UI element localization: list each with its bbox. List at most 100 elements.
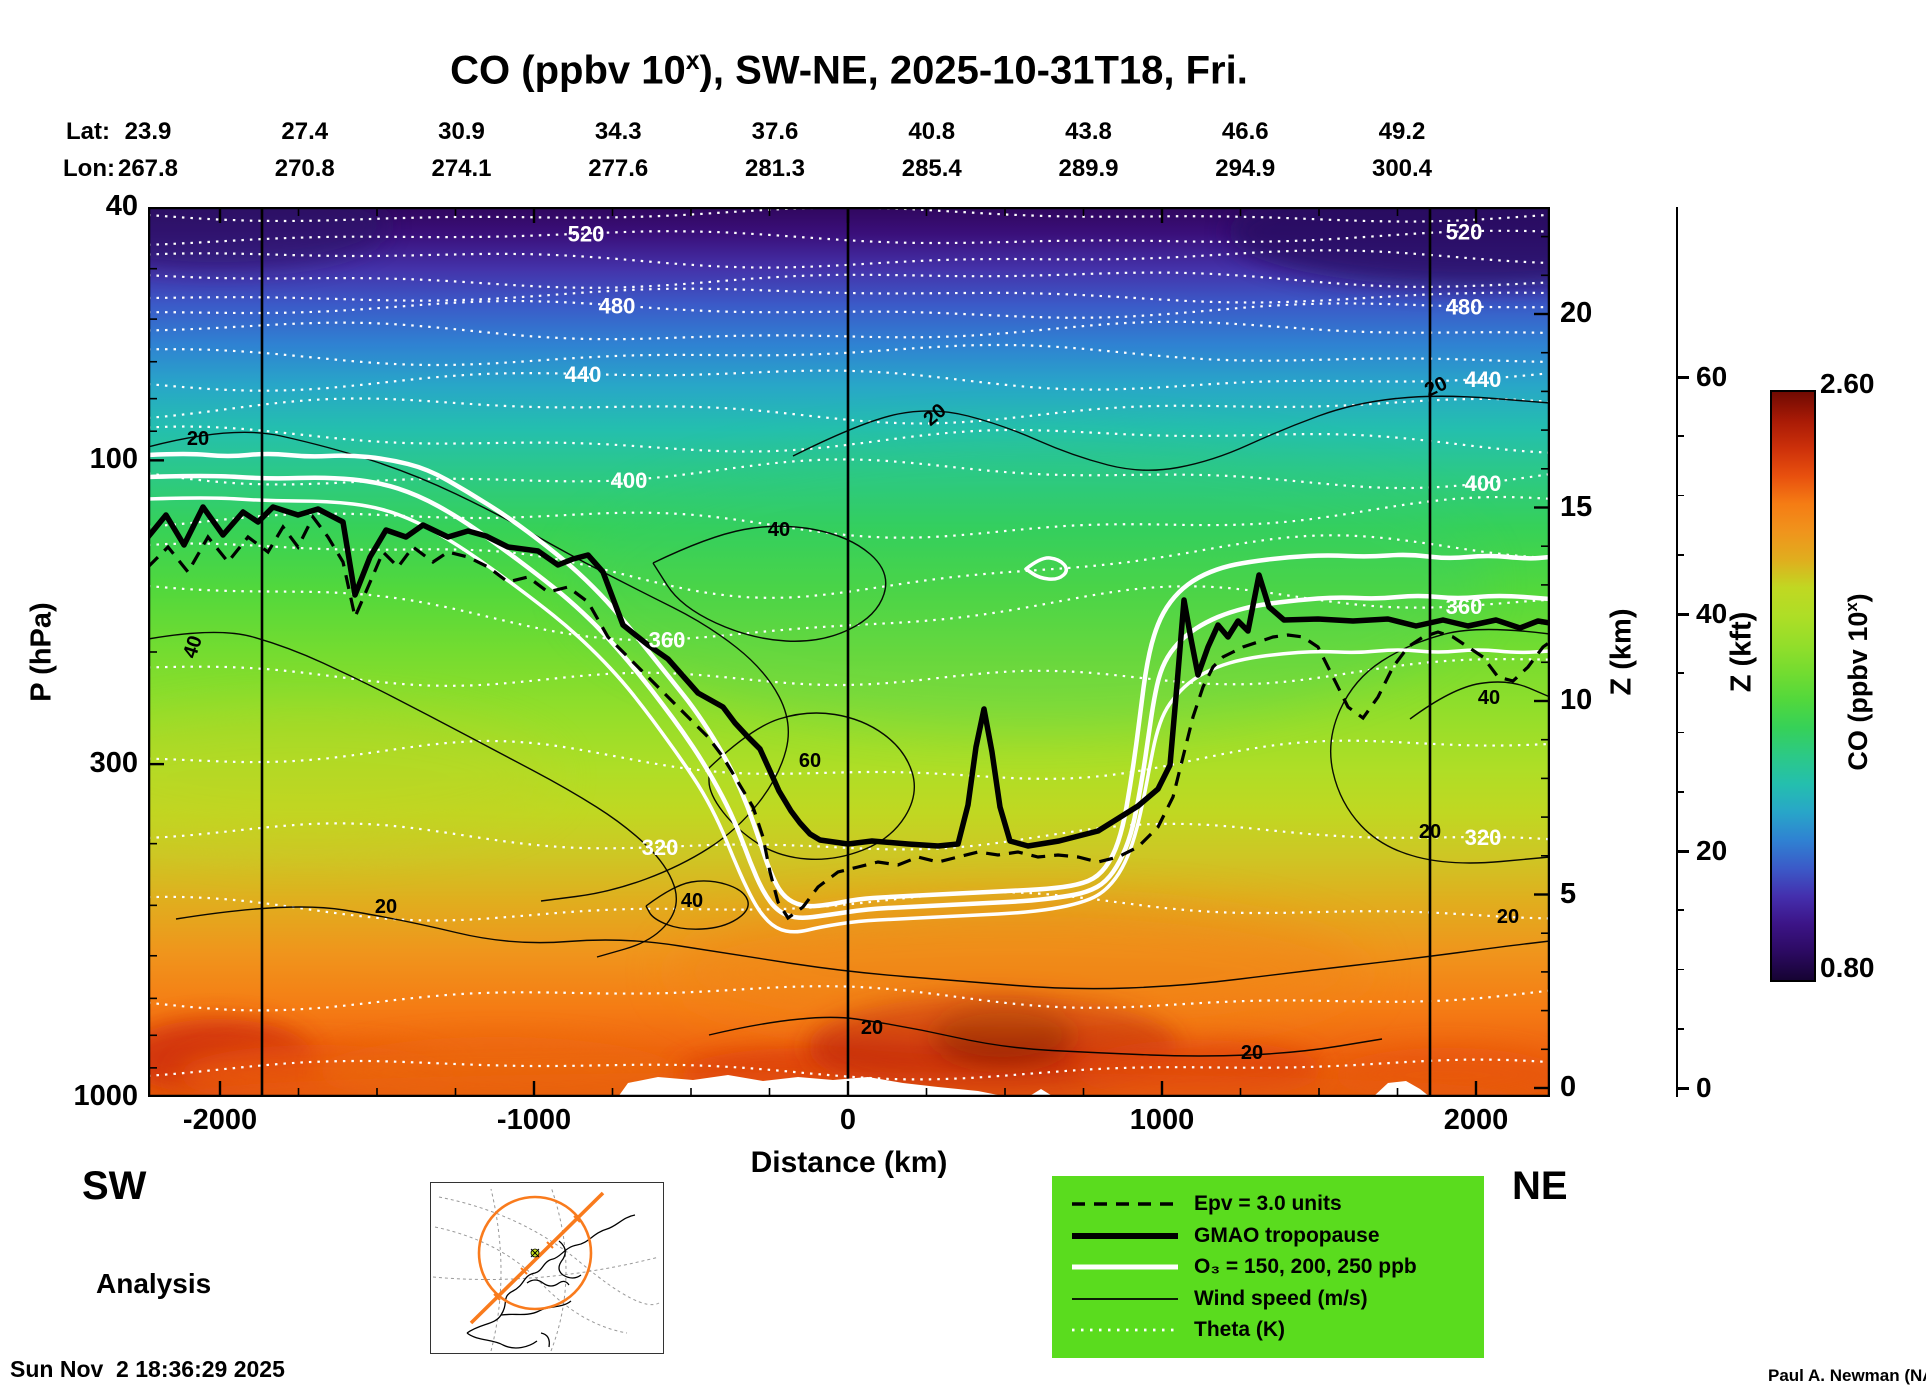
colorbar-max-label: 2.60	[1820, 368, 1875, 399]
zkft-tick-label: 40	[1696, 598, 1728, 629]
ozone-contour	[148, 451, 1550, 909]
zkm-tick-label: 0	[1560, 1071, 1577, 1103]
lat-value: 30.9	[438, 118, 485, 145]
lon-value: 285.4	[901, 155, 962, 182]
theta-contour-label: 520	[1446, 219, 1483, 244]
zkft-tick-label: 60	[1696, 361, 1728, 392]
zkft-tick	[1677, 494, 1684, 497]
x-tick-label: 2000	[1443, 1104, 1509, 1136]
zkft-tick	[1677, 731, 1684, 734]
terrain-mask	[1373, 1081, 1430, 1097]
title-text-post: ), SW-NE, 2025-10-31T18, Fri.	[699, 48, 1248, 93]
lat-value: 40.8	[908, 118, 956, 145]
lat-value: 43.8	[1065, 118, 1112, 145]
wind-contour-label: 40	[768, 519, 790, 541]
chart-title: CO (ppbv 10x), SW-NE, 2025-10-31T18, Fri…	[148, 48, 1550, 93]
lat-value: 37.6	[751, 118, 799, 145]
lat-axis-label: Lat:	[66, 118, 110, 145]
legend-label: O₃ = 150, 200, 250 ppb	[1194, 1255, 1417, 1278]
theta-contour-label: 440	[1465, 367, 1502, 392]
zkft-tick	[1677, 376, 1689, 379]
wind-contour-label: 60	[799, 750, 821, 772]
co-field-feature	[1228, 207, 1550, 287]
zkft-tick	[1677, 1087, 1689, 1090]
legend-item: GMAO tropopause	[1070, 1222, 1466, 1250]
zkm-tick-label: 5	[1560, 877, 1577, 910]
legend-item: O₃ = 150, 200, 250 ppb	[1070, 1253, 1466, 1281]
credit-text: Paul A. Newman (NASA	[1768, 1366, 1926, 1385]
wind-contour	[792, 395, 1550, 471]
legend-item: Theta (K)	[1070, 1316, 1466, 1344]
lon-value: 270.8	[274, 155, 335, 182]
pressure-tick-label: 40	[105, 190, 138, 222]
ozone-contour	[1024, 556, 1069, 581]
lon-value: 300.4	[1371, 155, 1433, 182]
wind-contour-label: 20	[1497, 906, 1519, 928]
map-transect-line	[469, 1191, 605, 1325]
field-layer: 520 520 480 480 440 440 400 400 360 360 320 320 20 20…	[148, 207, 1550, 1097]
generation-timestamp: Sun Nov 2 18:36:29 2025	[10, 1356, 285, 1382]
theta-contour-label: 400	[1465, 471, 1502, 496]
colorbar-title: CO (ppbv 10x)	[1842, 593, 1874, 770]
zkft-tick	[1677, 553, 1684, 556]
wind-contour	[175, 906, 1550, 990]
zkft-tick	[1677, 909, 1684, 912]
zkft-tick	[1677, 672, 1684, 675]
zkft-tick-label: 20	[1696, 835, 1728, 866]
lon-axis-label: Lon:	[63, 155, 115, 182]
zkft-axis-line	[1676, 207, 1679, 1097]
zkm-tick-label: 10	[1560, 684, 1593, 716]
lon-value: 274.1	[431, 155, 492, 182]
cross-section-plot: 520 520 480 480 440 440 400 400 360 360 320 320 20 20…	[148, 207, 1550, 1097]
legend: Epv = 3.0 units GMAO tropopause O₃ = 150, …	[1052, 1176, 1484, 1358]
plot-border	[148, 207, 1550, 1097]
wind-contour	[652, 525, 887, 642]
co-field-feature	[568, 432, 1488, 732]
zkft-tick	[1677, 613, 1689, 616]
wind-contour	[1329, 628, 1550, 864]
lon-value: 281.3	[744, 155, 806, 182]
zkft-axis-title: Z (kft)	[1725, 611, 1758, 693]
zkft-tick-label: 0	[1696, 1072, 1712, 1103]
epv-line	[148, 513, 1550, 921]
pressure-axis-title: P (hPa)	[25, 602, 58, 702]
lon-value: 267.8	[117, 155, 179, 182]
theta-contour	[148, 534, 1549, 600]
zkm-axis-title: Z (km)	[1605, 608, 1638, 696]
wind-contour-label: 20	[187, 428, 209, 450]
zkft-tick	[1677, 435, 1684, 438]
ne-endpoint-label: NE	[1512, 1164, 1568, 1208]
pressure-tick-label: 1000	[73, 1080, 138, 1112]
wind-contour	[1409, 681, 1550, 720]
theta-contour-label: 480	[599, 293, 636, 318]
colorbar-title-text: CO (ppbv 10	[1843, 611, 1873, 771]
map-inset	[430, 1182, 664, 1354]
wind-contour-label: 20	[1241, 1042, 1263, 1064]
zkft-tick	[1677, 790, 1684, 793]
tropopause-line	[148, 504, 1550, 849]
title-superscript: x	[685, 48, 700, 75]
cross-section-svg: 520 520 480 480 440 440 400 400 360 360 320 320 20 20…	[148, 207, 1550, 1097]
wind-contour-label: 20	[375, 896, 397, 918]
wind-contour-label: 20	[1419, 821, 1441, 843]
pressure-tick-label: 100	[89, 443, 138, 476]
legend-label: GMAO tropopause	[1194, 1223, 1380, 1247]
map-waypoint-x-icon	[530, 1248, 540, 1258]
co-field-feature	[148, 707, 558, 847]
title-text: CO (ppbv 10	[450, 48, 686, 93]
wind-contour	[148, 631, 677, 958]
lat-value: 23.9	[124, 118, 172, 145]
colorbar-title-sup: x	[1842, 602, 1861, 612]
lon-value: 277.6	[588, 155, 649, 182]
theta-contour-label: 320	[642, 835, 679, 860]
theta-contour-label: 360	[649, 628, 686, 653]
legend-label: Wind speed (m/s)	[1194, 1286, 1368, 1310]
zkm-tick-label: 15	[1560, 490, 1593, 523]
x-tick-label: 1000	[1129, 1104, 1195, 1136]
map-great-circle	[477, 1195, 593, 1311]
x-tick-label: -2000	[182, 1104, 258, 1136]
legend-label: Epv = 3.0 units	[1194, 1192, 1342, 1215]
legend-symbol-thin-black	[1072, 1297, 1178, 1300]
zkft-tick	[1677, 850, 1689, 853]
theta-contour-label: 360	[1446, 594, 1483, 619]
